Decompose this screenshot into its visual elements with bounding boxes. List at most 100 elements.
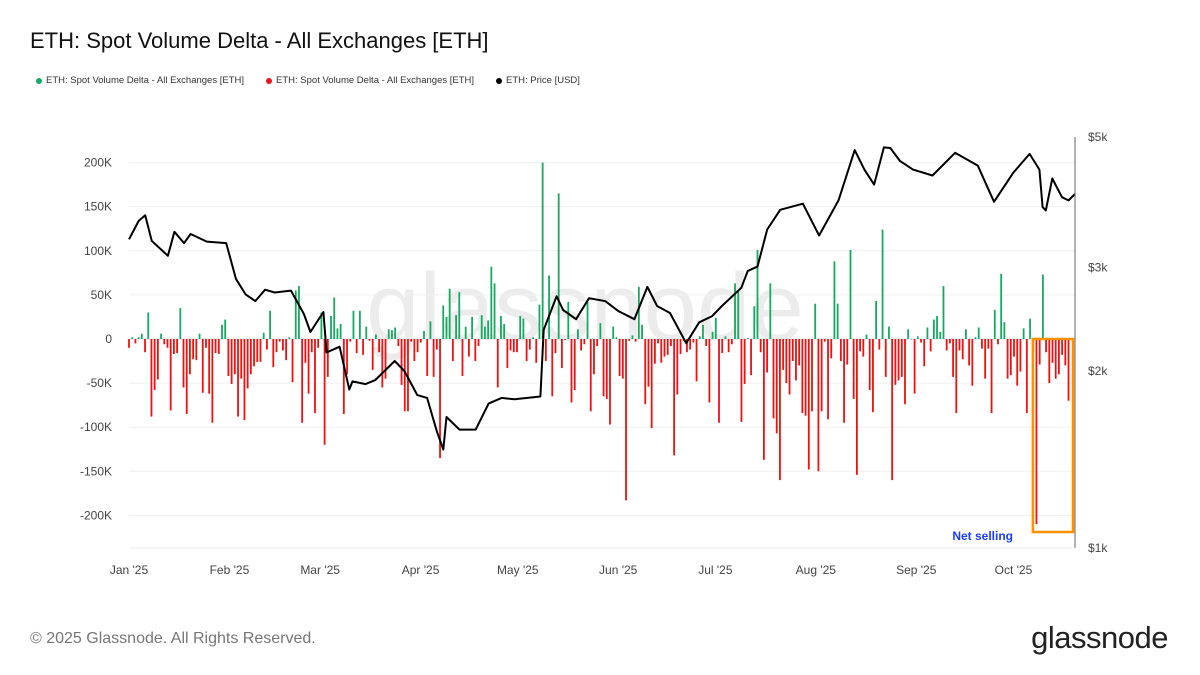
- price-line: [128, 146, 1076, 451]
- buy-bar: [394, 327, 397, 339]
- sell-bar: [426, 338, 429, 377]
- buy-bar: [746, 338, 749, 339]
- buy-bar: [503, 323, 506, 339]
- sell-bar: [727, 338, 730, 353]
- sell-bar: [772, 338, 775, 419]
- buy-bar: [615, 337, 618, 339]
- buy-bar: [769, 283, 772, 339]
- y-left-tick-label: 0: [105, 332, 112, 346]
- buy-bar: [548, 275, 550, 339]
- buy-bar: [865, 334, 868, 339]
- sell-bar: [516, 338, 518, 353]
- y-right-tick-label: $5k: [1088, 130, 1108, 144]
- buy-bar: [198, 333, 201, 339]
- buy-bar: [698, 336, 701, 339]
- buy-bar: [500, 316, 502, 339]
- sell-bar: [512, 338, 515, 353]
- sell-bar: [403, 338, 406, 412]
- sell-bar: [589, 338, 592, 412]
- sell-bar: [904, 338, 906, 405]
- sell-bar: [884, 338, 887, 377]
- sell-bar: [730, 338, 733, 345]
- sell-bar: [852, 338, 855, 399]
- sell-bar: [859, 338, 861, 352]
- sell-bar: [477, 338, 480, 347]
- black-dot-icon: [496, 77, 503, 84]
- buy-bar: [1029, 318, 1031, 339]
- sell-bar: [205, 338, 207, 348]
- buy-bar: [836, 303, 839, 339]
- sell-bar: [602, 338, 605, 397]
- sell-bar: [240, 338, 243, 379]
- sell-bar: [272, 338, 275, 368]
- sell-bar: [419, 338, 422, 343]
- sell-bar: [782, 338, 785, 370]
- buy-bar: [631, 335, 634, 339]
- sell-bar: [192, 338, 195, 360]
- x-tick-label: Mar '25: [300, 563, 340, 577]
- buy-bar: [577, 329, 579, 339]
- net-selling-box: [1031, 337, 1075, 534]
- sell-bar: [400, 338, 403, 385]
- sell-bar: [150, 338, 153, 417]
- sell-bar: [618, 338, 621, 377]
- sell-bar: [791, 338, 794, 362]
- sell-bar: [759, 338, 762, 353]
- sell-bar: [384, 338, 387, 379]
- buy-bar: [365, 326, 368, 339]
- sell-bar: [971, 338, 974, 386]
- sell-bar: [855, 338, 858, 475]
- sell-bar: [823, 338, 826, 342]
- sell-bar: [474, 338, 477, 362]
- sell-bar: [413, 338, 416, 362]
- buy-bar: [641, 324, 643, 339]
- sell-bar: [227, 338, 230, 377]
- buy-bar: [936, 316, 938, 339]
- x-tick-label: Aug '25: [796, 563, 837, 577]
- sell-bar: [407, 338, 409, 412]
- buy-bar: [336, 328, 339, 339]
- y-left-tick-label: -50K: [87, 376, 112, 390]
- sell-bar: [785, 338, 788, 384]
- sell-bar: [1045, 338, 1047, 353]
- sell-bar: [246, 338, 249, 389]
- legend-item-price[interactable]: ETH: Price [USD]: [496, 75, 580, 86]
- buy-bar: [294, 290, 297, 339]
- sell-bar: [670, 338, 672, 347]
- sell-bar: [201, 338, 204, 393]
- x-tick-label: Sep '25: [896, 563, 937, 577]
- legend-label: ETH: Spot Volume Delta - All Exchanges […: [46, 75, 245, 86]
- sell-bar: [1025, 338, 1028, 414]
- sell-bar: [282, 338, 284, 351]
- sell-bar: [381, 338, 384, 388]
- sell-bar: [843, 338, 845, 423]
- buy-bar: [939, 331, 942, 339]
- legend-item-buy[interactable]: ETH: Spot Volume Delta - All Exchanges […: [36, 75, 244, 86]
- sell-bar: [153, 338, 156, 391]
- sell-bar: [355, 338, 358, 354]
- sell-bar: [1019, 338, 1022, 372]
- sell-bar: [580, 338, 583, 351]
- buy-bar: [140, 333, 143, 339]
- sell-bar: [1058, 338, 1060, 375]
- sell-bar: [326, 338, 329, 377]
- legend-item-sell[interactable]: ETH: Spot Volume Delta - All Exchanges […: [266, 75, 474, 86]
- sell-bar: [233, 338, 236, 375]
- sell-bar: [695, 338, 698, 382]
- sell-bar: [1051, 338, 1054, 363]
- x-tick-label: Oct '25: [995, 563, 1033, 577]
- sell-bar: [743, 338, 746, 384]
- sell-bar: [900, 338, 903, 377]
- buy-bar: [711, 331, 714, 339]
- sell-bar: [185, 338, 188, 414]
- buy-bar: [131, 337, 134, 339]
- buy-bar: [974, 337, 977, 339]
- sell-bar: [544, 338, 547, 362]
- sell-bar: [997, 338, 999, 345]
- sell-bar: [679, 338, 682, 354]
- sell-bar: [948, 338, 951, 344]
- sell-bar: [872, 338, 874, 413]
- buy-bar: [881, 229, 884, 339]
- sell-bar: [1054, 338, 1057, 379]
- sell-bar: [182, 338, 185, 388]
